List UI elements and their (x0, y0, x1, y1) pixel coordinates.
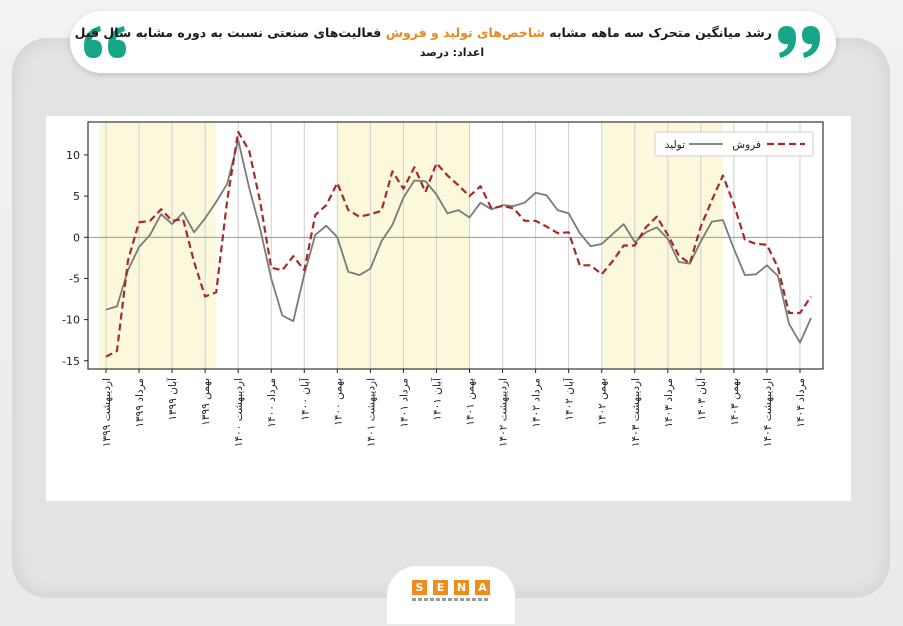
x-tick-label: بهمن ۱۳۹۹ (200, 378, 212, 426)
y-tick-label: -5 (69, 272, 80, 285)
logo-letter: A (475, 580, 490, 595)
x-tick-label: مرداد ۱۳۹۹ (134, 378, 146, 428)
series-line-production (105, 139, 812, 344)
double-quote-icon (778, 26, 820, 58)
unit-label: اعداد: درصد (419, 46, 485, 59)
x-tick-label: مرداد ۱۴۰۱ (398, 378, 410, 428)
x-tick-label: آبان ۱۴۰۱ (430, 377, 443, 421)
line-chart: 10 5 0 -5 -10 -15 اردیبهشت ۱۳۹۹ مرداد ۱۳۹۹ آبان … (62, 121, 824, 447)
x-tick-label: مرداد ۱۴۰۳ (663, 378, 675, 428)
x-tick-label: آبان ۱۳۹۹ (166, 377, 179, 421)
x-tick-label: اردیبهشت ۱۴۰۳ (630, 378, 642, 447)
x-tick-label: اردیبهشت ۱۳۹۹ (101, 378, 113, 447)
x-tick-label: مرداد ۱۴۰۴ (795, 378, 807, 428)
legend-box (654, 131, 814, 157)
shaded-band (99, 122, 217, 369)
legend-label-sales: فروش (732, 139, 761, 151)
x-tick-label: بهمن ۱۴۰۰ (332, 378, 344, 426)
x-tick-label: مرداد ۱۴۰۰ (266, 378, 278, 428)
shaded-band (601, 122, 723, 369)
logo-letter: S (412, 580, 427, 595)
series-line-sales (105, 130, 812, 358)
title-text-after: فعالیت‌های صنعتی نسبت به دوره مشابه سال … (74, 25, 386, 40)
x-tick-label: آبان ۱۴۰۳ (695, 377, 708, 421)
plot-frame (87, 121, 824, 370)
title-highlight: شاخص‌های تولید و فروش (385, 25, 545, 40)
logo-letter: N (454, 580, 469, 595)
footer-tab (387, 566, 515, 624)
page-title: رشد میانگین متحرک سه ماهه مشابه شاخص‌های… (75, 25, 772, 40)
x-tick-label: بهمن ۱۴۰۳ (729, 378, 741, 426)
y-tick-label: 5 (73, 190, 80, 203)
y-tick-label: -10 (62, 314, 80, 327)
x-tick-label: اردیبهشت ۱۴۰۰ (233, 378, 245, 447)
x-tick-label: آبان ۱۴۰۰ (298, 377, 311, 421)
legend-label-production: تولید (665, 139, 685, 151)
y-tick-label: -15 (62, 355, 80, 368)
logo-tagline (412, 598, 490, 601)
logo-letter: E (433, 580, 448, 595)
double-quote-icon (84, 26, 126, 58)
x-tick-label: اردیبهشت ۱۴۰۱ (365, 378, 377, 447)
title-text-before: رشد میانگین متحرک سه ماهه مشابه (544, 25, 772, 40)
title-banner (70, 11, 836, 73)
x-tick-label: بهمن ۱۴۰۱ (465, 378, 477, 426)
x-tick-label: بهمن ۱۴۰۲ (597, 378, 609, 426)
x-tick-label: اردیبهشت ۱۴۰۴ (762, 378, 774, 447)
x-tick-label: آبان ۱۴۰۲ (563, 377, 576, 421)
y-tick-label: 0 (73, 231, 80, 244)
x-tick-label: اردیبهشت ۱۴۰۲ (498, 378, 510, 447)
chart-panel: 10 5 0 -5 -10 -15 اردیبهشت ۱۳۹۹ مرداد ۱۳۹۹ آبان … (46, 116, 851, 501)
x-tick-label: مرداد ۱۴۰۲ (531, 378, 543, 428)
y-tick-label: 10 (66, 149, 80, 162)
